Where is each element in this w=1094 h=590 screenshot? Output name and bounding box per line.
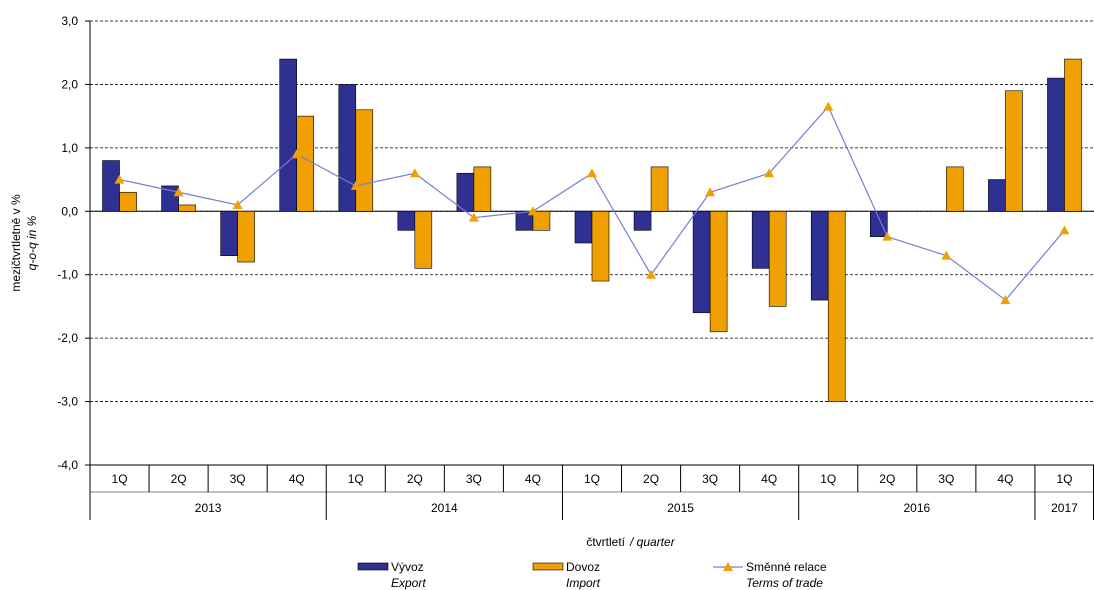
marker [468,212,479,222]
bar [810,210,829,301]
marker [823,101,834,111]
bar [827,210,846,402]
marker [409,168,420,178]
legend-marker [723,562,733,571]
x-tick-label: 1Q [348,472,364,486]
x-group-label: 2013 [195,501,222,515]
y-tick-label: 3,0 [61,14,78,28]
x-tick-label: 3Q [702,472,718,486]
legend-label: Dovoz [566,560,600,574]
x-tick-label: 2Q [879,472,895,486]
y-tick-label: -1,0 [57,268,78,282]
bar [279,58,298,212]
bar [414,210,433,269]
marker [350,180,361,190]
y-tick-label: -3,0 [57,395,78,409]
bar [946,166,964,212]
bar [220,210,238,256]
x-tick-label: 4Q [761,472,777,486]
x-tick-label: 3Q [230,472,246,486]
x-tick-label: 1Q [112,472,128,486]
x-tick-label: 3Q [938,472,954,486]
x-group-label: 2017 [1051,501,1078,515]
bar [456,172,475,212]
x-axis-label: čtvrtletí [586,535,625,549]
x-group-label: 2016 [903,501,930,515]
bar [296,115,315,212]
marker [941,250,952,260]
y-tick-label: 2,0 [61,77,78,91]
legend-label-en: Export [391,576,426,590]
y-tick-label: -4,0 [57,458,78,472]
x-tick-label: 4Q [997,472,1013,486]
legend-label-en: Terms of trade [746,576,823,590]
y-tick-label: 1,0 [61,141,78,155]
y-axis-label: mezičtvrtletně v % [9,194,23,292]
bar [1005,90,1023,212]
x-tick-label: 2Q [407,472,423,486]
bar [397,210,416,231]
x-tick-label: 1Q [1056,472,1072,486]
bar [692,210,711,314]
marker [646,269,657,279]
bar [338,84,357,212]
bar [574,210,593,244]
x-tick-label: 2Q [171,472,187,486]
bar [237,210,255,263]
marker [882,231,893,241]
marker [114,174,125,184]
x-group-label: 2014 [431,501,458,515]
bar [650,166,669,212]
legend-swatch [532,562,564,571]
y-tick-label: -2,0 [57,331,78,345]
bar [988,179,1006,212]
marker [764,168,775,178]
bar [1064,58,1082,212]
legend-label: Vývoz [391,560,424,574]
marker [527,206,538,216]
bar [633,210,652,231]
x-group-label: 2015 [667,501,694,515]
legend-swatch [357,562,389,571]
y-axis-label-en: q-o-q in % [25,215,39,270]
bar [473,166,492,212]
bar [119,191,137,212]
bar [751,210,770,269]
y-tick-label: 0,0 [61,204,78,218]
bar [768,210,787,307]
marker [173,187,184,197]
x-tick-label: 1Q [584,472,600,486]
bar [178,204,196,212]
marker [705,187,716,197]
bar [102,160,120,212]
bar [709,210,728,333]
bar [532,210,551,231]
x-tick-label: 2Q [643,472,659,486]
marker [232,199,243,209]
x-axis-label-en: / quarter [629,535,676,549]
x-tick-label: 4Q [289,472,305,486]
marker [1000,295,1011,305]
bar [591,210,610,282]
bar [869,210,888,237]
bar [161,185,179,212]
x-tick-label: 4Q [525,472,541,486]
legend-label: Směnné relace [746,560,827,574]
bar [355,109,374,212]
marker [587,168,597,178]
x-tick-label: 1Q [820,472,836,486]
x-tick-label: 3Q [466,472,482,486]
legend-label-en: Import [566,576,601,590]
bar [1047,77,1065,212]
marker [291,149,302,159]
marker [1059,225,1070,235]
